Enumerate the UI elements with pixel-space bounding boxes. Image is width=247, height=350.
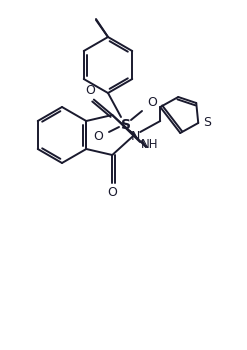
Text: O: O [85, 84, 95, 97]
Text: S: S [203, 117, 211, 130]
Text: S: S [121, 118, 131, 132]
Text: O: O [147, 97, 157, 110]
Text: O: O [107, 187, 117, 199]
Text: NH: NH [141, 139, 159, 152]
Text: N: N [131, 131, 140, 144]
Text: O: O [93, 130, 103, 142]
